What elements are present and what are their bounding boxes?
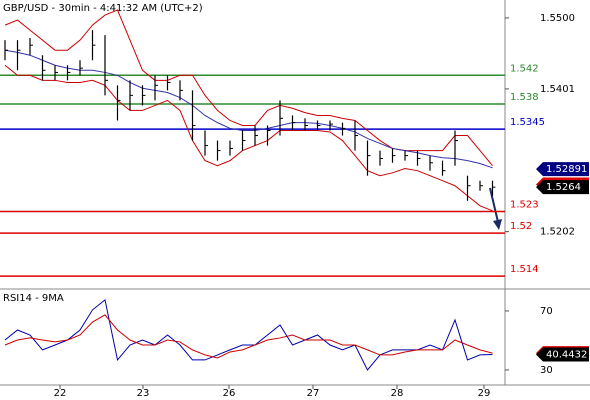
price-tag [536, 162, 589, 177]
level-label: 1.523 [510, 200, 539, 211]
y-tick-label: 1.5202 [540, 227, 575, 238]
y-tick-label: 30 [540, 365, 553, 376]
chart-title: GBP/USD - 30min - 4:41:32 AM (UTC+2) [3, 3, 203, 14]
level-label: 1.514 [510, 264, 539, 275]
y-tick-label: 1.5401 [540, 84, 575, 95]
price-tag-label: 1.5264 [546, 182, 581, 193]
indicator-line [4, 64, 493, 212]
level-label: 1.542 [510, 63, 539, 74]
level-label: 1.5345 [510, 117, 545, 128]
rsi-title: RSI14 - 9MA [3, 293, 64, 304]
indicator-line [4, 9, 493, 166]
price-tag [536, 180, 589, 195]
price-tag-label: 1.52891 [546, 164, 587, 175]
forecast-arrow-head [493, 219, 502, 230]
x-tick-label: 23 [137, 388, 150, 399]
x-tick-label: 29 [478, 388, 491, 399]
indicator-line [4, 314, 493, 359]
x-tick-label: 22 [54, 388, 67, 399]
forecast-arrow [489, 187, 499, 223]
x-tick-label: 28 [391, 388, 404, 399]
x-tick-label: 26 [223, 388, 236, 399]
y-tick-label: 1.5500 [540, 13, 575, 24]
y-tick-label: 70 [540, 306, 553, 317]
x-tick-label: 27 [307, 388, 320, 399]
indicator-line [4, 49, 493, 169]
indicator-line [4, 298, 493, 371]
price-tag-label: 40.4432 [546, 350, 587, 361]
price-tag [536, 347, 589, 362]
level-label: 1.52 [510, 221, 532, 232]
level-label: 1.538 [510, 92, 539, 103]
